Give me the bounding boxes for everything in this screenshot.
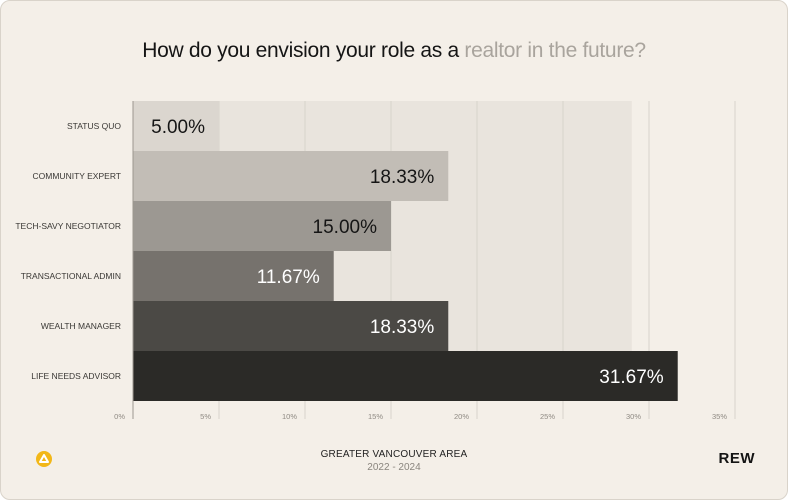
x-tick-label: 5% bbox=[200, 412, 211, 421]
x-tick-label: 20% bbox=[454, 412, 469, 421]
logo-icon bbox=[36, 451, 52, 467]
category-label: STATUS QUO bbox=[67, 121, 121, 131]
x-tick-label: 10% bbox=[282, 412, 297, 421]
value-label: 18.33% bbox=[370, 317, 435, 338]
triangle-icon bbox=[39, 454, 49, 463]
footer-years: 2022 - 2024 bbox=[367, 462, 421, 473]
value-label: 31.67% bbox=[599, 367, 664, 388]
footer-area: GREATER VANCOUVER AREA bbox=[320, 449, 468, 460]
bar bbox=[133, 351, 678, 401]
x-tick-label: 25% bbox=[540, 412, 555, 421]
x-tick-label: 35% bbox=[712, 412, 727, 421]
bar bbox=[133, 301, 449, 351]
value-label: 18.33% bbox=[370, 167, 435, 188]
value-label: 5.00% bbox=[151, 117, 205, 138]
bar-chart: 5.00% STATUS QUO 18.33% COMMUNITY EXPERT 15.… bbox=[15, 101, 736, 421]
title-main: How do you envision your role as a bbox=[142, 39, 459, 62]
x-tick-label: 15% bbox=[368, 412, 383, 421]
category-label: COMMUNITY EXPERT bbox=[33, 171, 121, 181]
bar bbox=[133, 101, 219, 151]
x-tick-label: 0% bbox=[114, 412, 125, 421]
category-label: LIFE NEEDS ADVISOR bbox=[31, 371, 121, 381]
bar bbox=[133, 201, 391, 251]
category-label: TRANSACTIONAL ADMIN bbox=[21, 271, 121, 281]
title-accent: realtor in the future? bbox=[464, 39, 646, 62]
brand-logo: REW bbox=[718, 450, 755, 467]
chart-title: How do you envision your role as a realt… bbox=[1, 39, 787, 63]
bar bbox=[133, 151, 449, 201]
bar bbox=[133, 251, 334, 301]
category-label: WEALTH MANAGER bbox=[41, 321, 121, 331]
x-tick-label: 30% bbox=[626, 412, 641, 421]
value-label: 11.67% bbox=[257, 267, 320, 288]
category-label: TECH-SAVY NEGOTIATOR bbox=[15, 221, 121, 231]
value-label: 15.00% bbox=[313, 217, 378, 238]
